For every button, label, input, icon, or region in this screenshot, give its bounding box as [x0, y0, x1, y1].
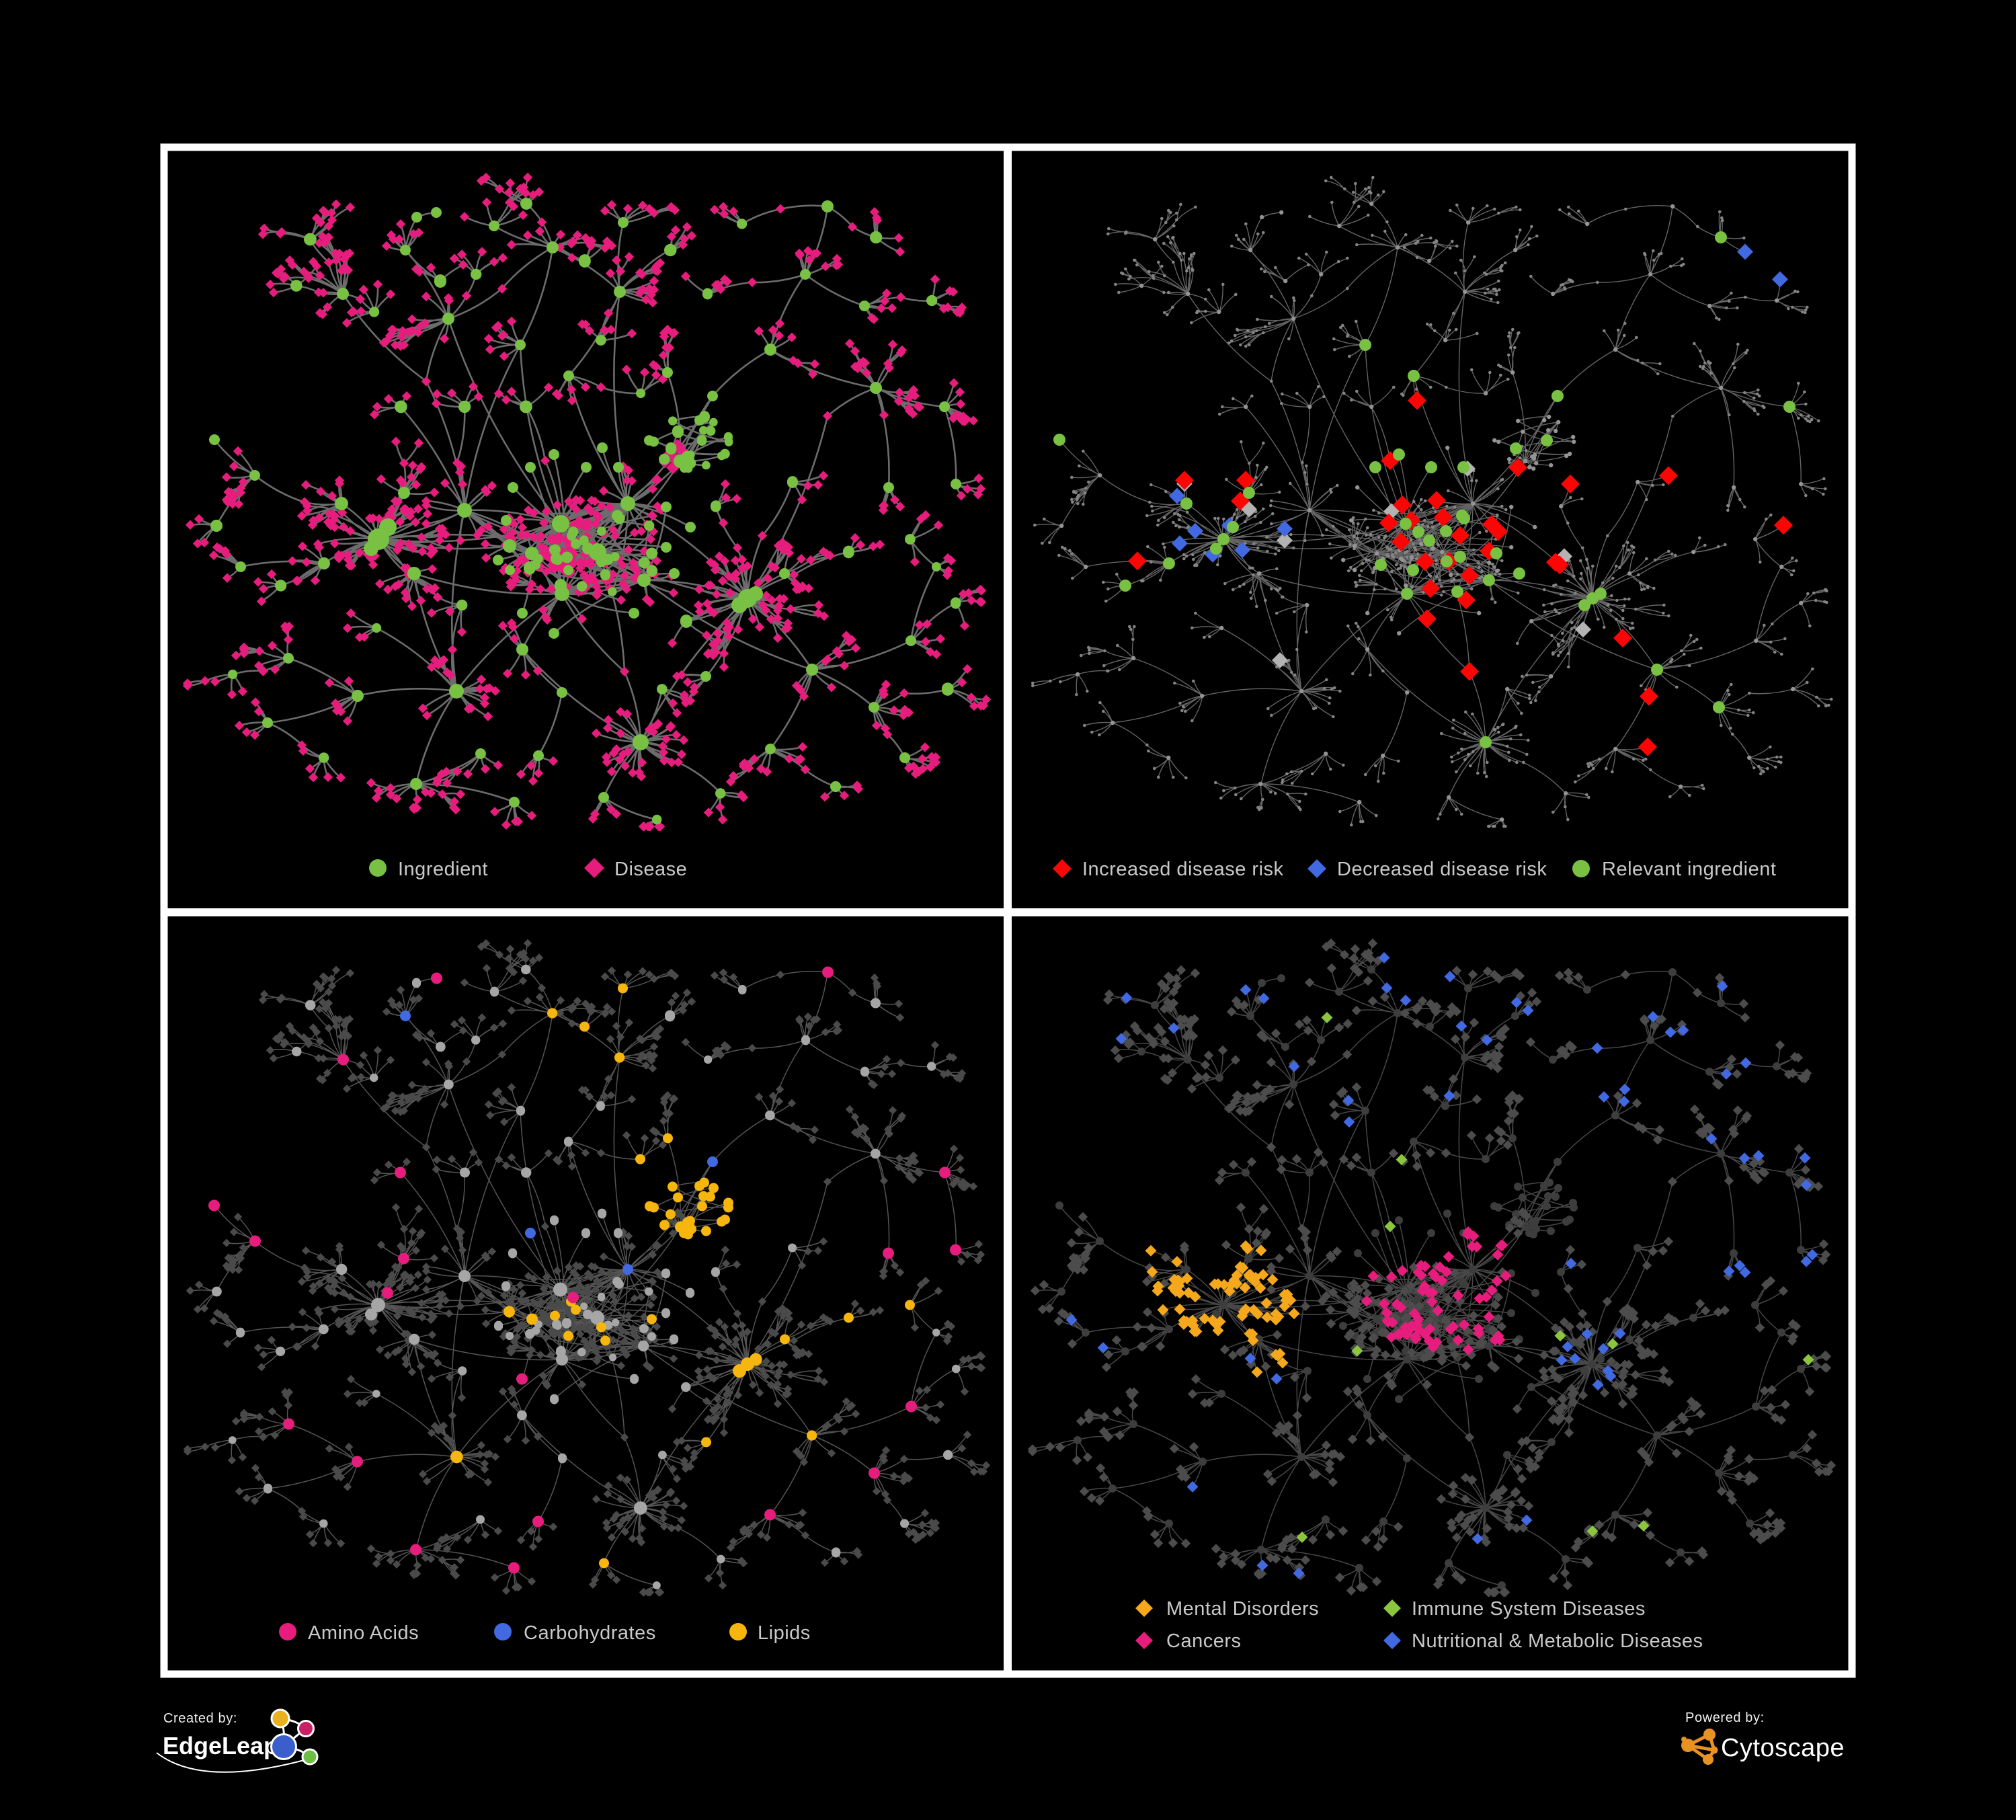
- svg-text:Disease: Disease: [614, 859, 687, 880]
- svg-text:Cytoscape: Cytoscape: [1721, 1734, 1845, 1762]
- svg-text:Created by:: Created by:: [163, 1711, 237, 1726]
- svg-text:Carbohydrates: Carbohydrates: [524, 1622, 656, 1644]
- svg-text:Increased disease risk: Increased disease risk: [1082, 859, 1284, 880]
- svg-text:Nutritional & Metabolic Diseas: Nutritional & Metabolic Diseases: [1412, 1630, 1703, 1652]
- svg-text:Immune System Diseases: Immune System Diseases: [1412, 1598, 1646, 1620]
- svg-text:Cancers: Cancers: [1166, 1630, 1242, 1652]
- svg-text:Mental Disorders: Mental Disorders: [1166, 1598, 1319, 1620]
- svg-text:Lipids: Lipids: [758, 1622, 811, 1644]
- svg-text:EdgeLeap: EdgeLeap: [163, 1732, 278, 1759]
- svg-text:Ingredient: Ingredient: [398, 859, 488, 880]
- svg-text:Relevant ingredient: Relevant ingredient: [1602, 859, 1776, 880]
- svg-text:Powered by:: Powered by:: [1685, 1710, 1765, 1725]
- svg-text:Amino Acids: Amino Acids: [308, 1622, 419, 1644]
- svg-text:Decreased disease risk: Decreased disease risk: [1337, 859, 1547, 880]
